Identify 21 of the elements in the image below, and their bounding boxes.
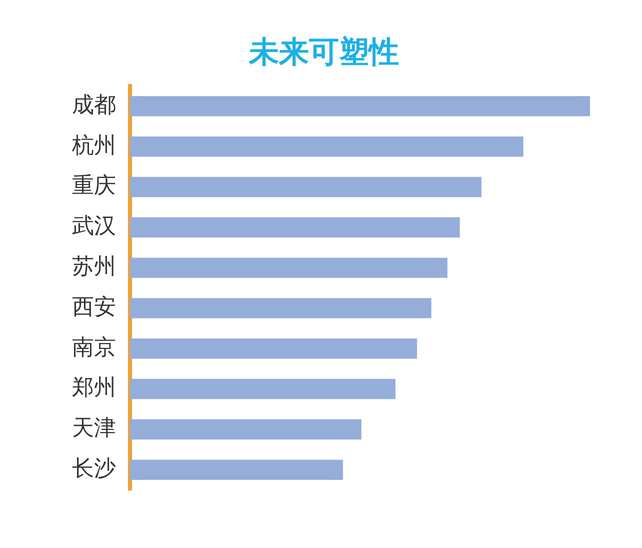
y-tick-label: 武汉	[72, 214, 116, 240]
bar	[130, 176, 482, 198]
bar	[130, 460, 343, 480]
bar	[130, 298, 432, 318]
bar	[130, 378, 396, 400]
bar	[130, 217, 460, 238]
y-tick-label: 苏州	[72, 254, 116, 280]
y-tick-label: 西安	[72, 294, 116, 320]
bar	[130, 419, 362, 440]
bar	[130, 338, 418, 359]
bar	[130, 96, 590, 116]
y-tick-label: 重庆	[72, 174, 116, 199]
y-tick-label: 天津	[72, 416, 116, 442]
bar	[130, 258, 448, 278]
y-tick-label: 成都	[72, 92, 116, 118]
y-tick-label: 郑州	[72, 376, 116, 401]
y-tick-label: 南京	[72, 335, 116, 360]
y-tick-label: 杭州	[71, 133, 116, 158]
bar	[130, 136, 524, 157]
chart-title: 未来可塑性	[248, 34, 399, 70]
y-tick-label: 长沙	[72, 456, 116, 482]
